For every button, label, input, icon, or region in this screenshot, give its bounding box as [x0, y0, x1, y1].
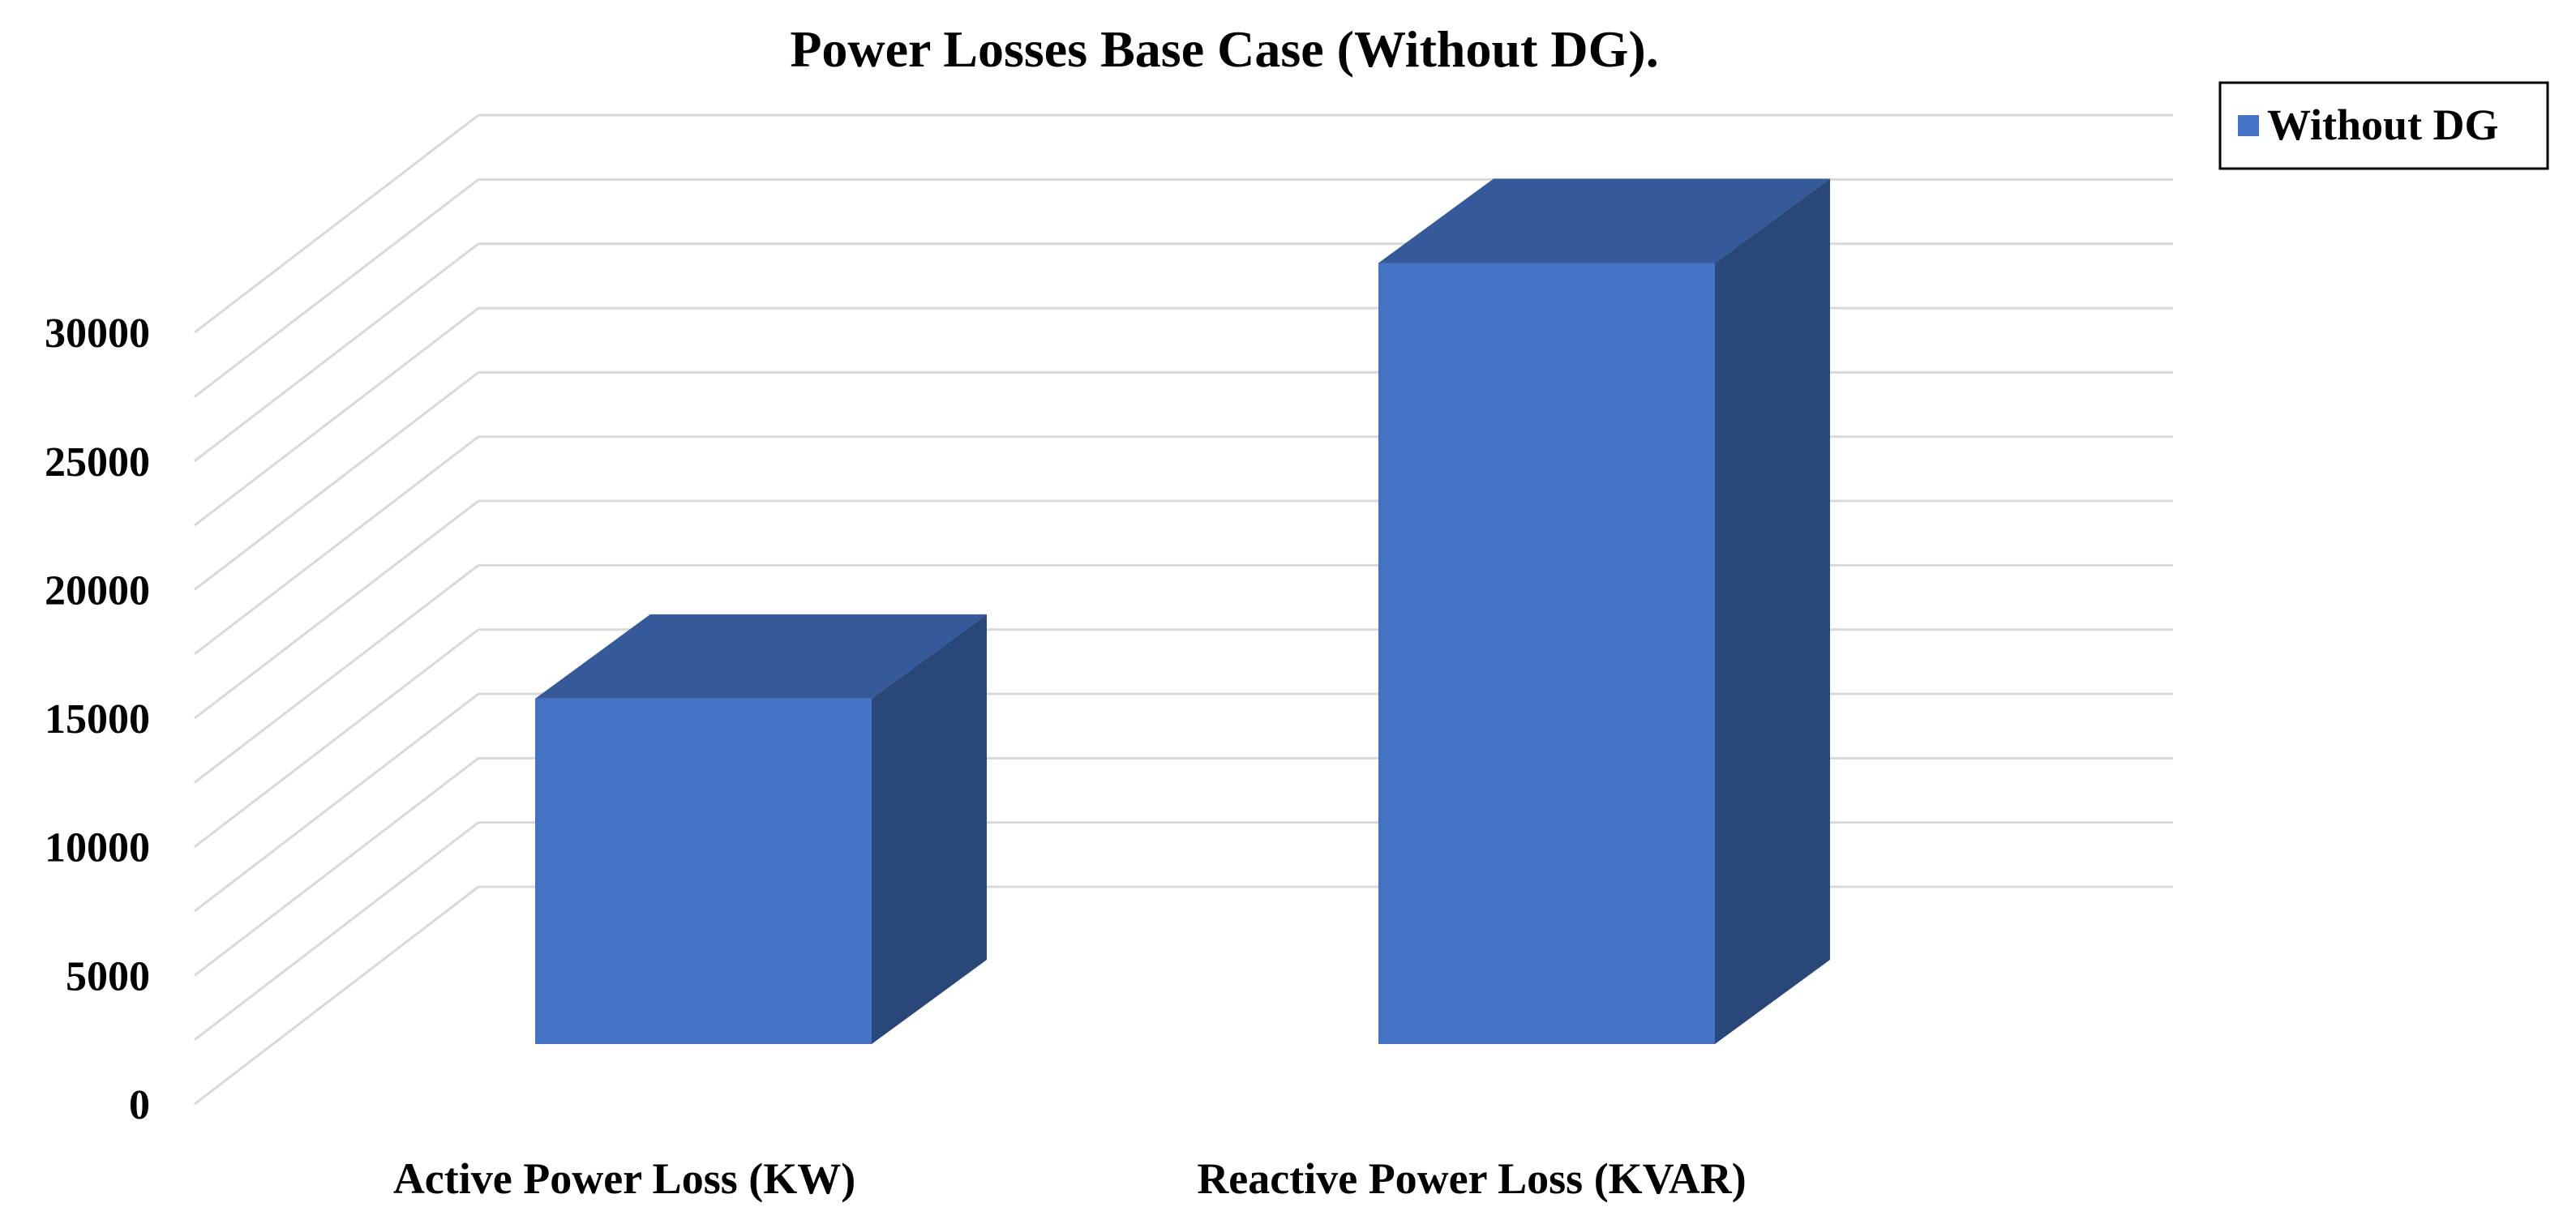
legend: Without DG	[2218, 81, 2549, 170]
gridlines	[194, 113, 2173, 1106]
y-tick-label: 5000	[66, 953, 150, 999]
gridline-side	[194, 821, 479, 1041]
x-axis-ticks: Active Power Loss (KW) Reactive Power Los…	[393, 1154, 1747, 1203]
x-tick-label: Active Power Loss (KW)	[393, 1154, 855, 1203]
bar	[1378, 178, 1830, 1045]
y-tick-label: 10000	[45, 825, 150, 871]
y-axis-ticks: 0 5000 10000 15000 20000 25000 30000	[45, 310, 150, 1128]
bars	[535, 178, 1830, 1045]
gridline-side	[194, 564, 479, 784]
gridline-side	[194, 757, 479, 977]
gridline-side	[194, 306, 479, 527]
gridline-side	[194, 242, 479, 462]
chart-title: Power Losses Base Case (Without DG).	[790, 20, 1658, 78]
bar-front-face	[1378, 263, 1715, 1045]
y-tick-label: 25000	[45, 439, 150, 486]
y-tick-label: 30000	[45, 310, 150, 357]
y-tick-label: 15000	[45, 696, 150, 743]
gridline-side	[194, 435, 479, 655]
gridline-side	[194, 628, 479, 848]
x-tick-label: Reactive Power Loss (KVAR)	[1197, 1154, 1746, 1203]
bar-top-face	[535, 614, 987, 699]
legend-swatch	[2238, 115, 2259, 136]
bar-side-face	[872, 614, 987, 1044]
gridline-side	[194, 371, 479, 591]
bar-top-face	[1378, 178, 1830, 263]
bar	[535, 614, 987, 1044]
gridline-side	[194, 178, 479, 398]
gridline-side	[194, 692, 479, 913]
y-tick-label: 20000	[45, 567, 150, 614]
gridline-side	[194, 885, 479, 1106]
gridline-side	[194, 499, 479, 720]
bar-side-face	[1715, 178, 1830, 1045]
y-tick-label: 0	[129, 1082, 150, 1128]
legend-box	[2218, 81, 2549, 170]
gridline-side	[194, 113, 479, 334]
bar-front-face	[535, 698, 872, 1044]
legend-label: Without DG	[2267, 101, 2499, 149]
